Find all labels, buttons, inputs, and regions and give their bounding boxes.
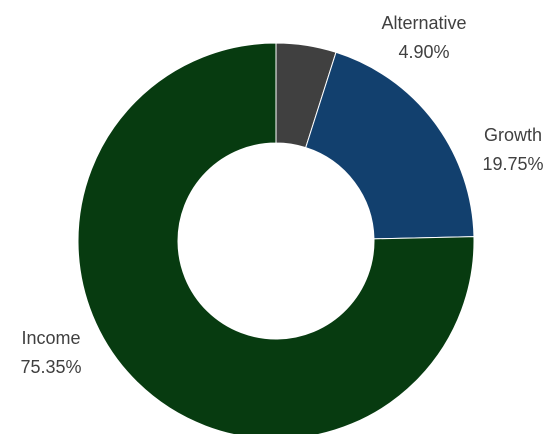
slice-income <box>77 42 475 439</box>
labels-layer: Alternative 4.90% Growth 19.75% Income 7… <box>20 13 543 377</box>
slice-label-alternative: Alternative <box>381 13 466 33</box>
slice-growth <box>305 51 475 240</box>
slices-layer <box>77 42 475 439</box>
slice-value-growth: 19.75% <box>482 154 543 174</box>
slice-label-income: Income <box>21 328 80 348</box>
slice-value-alternative: 4.90% <box>398 42 449 62</box>
slice-label-growth: Growth <box>484 125 542 145</box>
slice-value-income: 75.35% <box>20 357 81 377</box>
